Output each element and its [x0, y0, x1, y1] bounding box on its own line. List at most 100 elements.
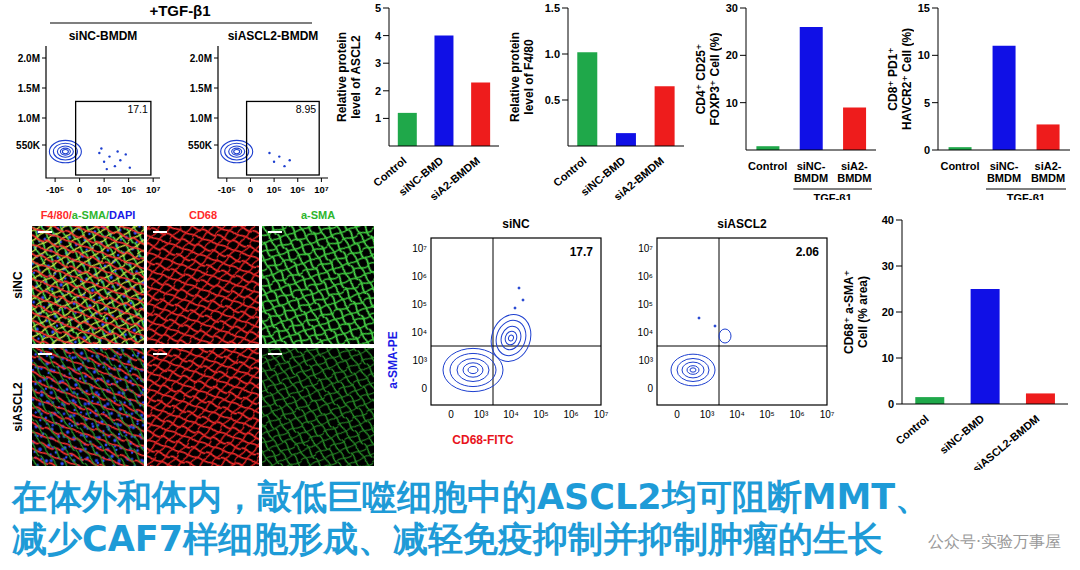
svg-text:CD68-FITC: CD68-FITC	[452, 433, 514, 447]
svg-text:Control: Control	[748, 160, 787, 172]
svg-text:CD68: CD68	[189, 209, 217, 221]
svg-text:10⁴: 10⁴	[503, 409, 518, 420]
svg-text:10⁴: 10⁴	[412, 327, 427, 338]
svg-text:10⁷: 10⁷	[820, 409, 835, 420]
svg-text:2.06: 2.06	[796, 245, 820, 259]
svg-text:siNC-BMD: siNC-BMD	[937, 412, 986, 456]
svg-text:10⁷: 10⁷	[412, 243, 427, 254]
svg-text:5: 5	[375, 2, 381, 14]
svg-text:10⁵: 10⁵	[759, 409, 774, 420]
svg-text:siASCL2: siASCL2	[717, 217, 767, 231]
svg-text:10: 10	[918, 49, 930, 61]
svg-text:a-SMA-PE: a-SMA-PE	[386, 331, 400, 388]
svg-text:10³: 10³	[474, 409, 489, 420]
svg-text:10⁶: 10⁶	[789, 409, 804, 420]
svg-text:10⁷: 10⁷	[314, 184, 329, 195]
svg-text:1.5: 1.5	[545, 2, 560, 14]
svg-text:0: 0	[448, 409, 454, 420]
svg-text:0: 0	[647, 383, 653, 394]
svg-text:BMDM: BMDM	[1031, 172, 1065, 184]
svg-text:Relative proteinlevel of ASCL2: Relative proteinlevel of ASCL2	[335, 32, 363, 122]
svg-text:a-SMA: a-SMA	[301, 209, 335, 221]
svg-text:2.0M: 2.0M	[18, 53, 40, 64]
svg-text:10⁵: 10⁵	[533, 409, 548, 420]
svg-text:1.0: 1.0	[545, 48, 560, 60]
svg-text:Control: Control	[893, 412, 931, 446]
svg-text:550K: 550K	[188, 140, 213, 151]
svg-text:10⁶: 10⁶	[412, 271, 427, 282]
svg-text:10⁶: 10⁶	[121, 184, 136, 195]
svg-text:10³: 10³	[639, 355, 654, 366]
svg-text:10⁶: 10⁶	[638, 271, 653, 282]
svg-text:Control: Control	[940, 160, 979, 172]
svg-text:5: 5	[924, 97, 930, 109]
svg-text:550K: 550K	[16, 140, 41, 151]
svg-text:10⁷: 10⁷	[638, 243, 653, 254]
svg-text:0: 0	[888, 398, 894, 410]
svg-text:10⁷: 10⁷	[594, 409, 609, 420]
svg-text:siNC-: siNC-	[797, 160, 826, 172]
svg-text:0.5: 0.5	[545, 94, 560, 106]
svg-text:1.5M: 1.5M	[190, 83, 212, 94]
svg-text:siNC: siNC	[11, 271, 25, 299]
svg-text:10⁴: 10⁴	[638, 327, 653, 338]
svg-text:10⁵: 10⁵	[267, 184, 282, 195]
svg-text:10³: 10³	[700, 409, 715, 420]
svg-text:10⁶: 10⁶	[563, 409, 578, 420]
svg-text:CD4⁺ CD25⁺FOXP3⁺ Cell (%): CD4⁺ CD25⁺FOXP3⁺ Cell (%)	[694, 32, 722, 125]
svg-text:BMDM: BMDM	[987, 172, 1021, 184]
svg-text:10⁷: 10⁷	[146, 184, 161, 195]
svg-text:4: 4	[375, 30, 382, 42]
svg-text:F4/80/a-SMA/DAPI: F4/80/a-SMA/DAPI	[41, 209, 136, 221]
svg-text:30: 30	[726, 2, 738, 14]
svg-text:0: 0	[674, 409, 680, 420]
svg-text:TGF-β1: TGF-β1	[1007, 192, 1046, 200]
svg-text:siA2-BMDM: siA2-BMDM	[427, 154, 482, 200]
svg-text:siNC-: siNC-	[990, 160, 1019, 172]
svg-text:10: 10	[882, 352, 894, 364]
svg-text:siASCL2: siASCL2	[11, 382, 25, 432]
svg-text:siA2-: siA2-	[841, 160, 868, 172]
svg-text:+TGF-β1: +TGF-β1	[149, 2, 210, 19]
svg-text:17.1: 17.1	[127, 103, 148, 115]
svg-text:CD8⁺ PD1⁺HAVCR2⁺ Cell (%): CD8⁺ PD1⁺HAVCR2⁺ Cell (%)	[886, 28, 914, 130]
svg-text:10⁵: 10⁵	[97, 184, 112, 195]
svg-text:siNC: siNC	[502, 217, 530, 231]
svg-text:20: 20	[882, 306, 894, 318]
svg-text:0: 0	[248, 184, 253, 195]
svg-text:20: 20	[726, 49, 738, 61]
svg-text:10⁵: 10⁵	[412, 299, 427, 310]
svg-text:Relative proteinlevel of F4/80: Relative proteinlevel of F4/80	[508, 32, 536, 122]
svg-text:2: 2	[375, 85, 381, 97]
svg-text:10³: 10³	[413, 355, 428, 366]
svg-text:10: 10	[726, 97, 738, 109]
svg-text:30: 30	[882, 260, 894, 272]
svg-text:CD68⁺ a-SMA⁺Cell (% area): CD68⁺ a-SMA⁺Cell (% area)	[842, 270, 870, 354]
svg-text:1.0M: 1.0M	[18, 113, 40, 124]
svg-text:-10⁵: -10⁵	[46, 184, 64, 195]
svg-text:40: 40	[882, 214, 894, 226]
svg-text:10⁶: 10⁶	[290, 184, 305, 195]
svg-text:0: 0	[77, 184, 82, 195]
svg-text:siASCL2-BMDM: siASCL2-BMDM	[228, 29, 319, 43]
svg-text:0: 0	[421, 383, 427, 394]
svg-text:BMDM: BMDM	[837, 172, 871, 184]
svg-text:15: 15	[918, 2, 930, 14]
svg-text:siASCL2-BMDM: siASCL2-BMDM	[970, 412, 1041, 470]
svg-text:10⁴: 10⁴	[729, 409, 744, 420]
svg-text:8.95: 8.95	[296, 103, 317, 115]
svg-text:Control: Control	[551, 154, 589, 188]
svg-text:0: 0	[924, 144, 930, 156]
svg-text:BMDM: BMDM	[794, 172, 828, 184]
svg-text:1.0M: 1.0M	[190, 113, 212, 124]
svg-text:1: 1	[375, 112, 381, 124]
svg-text:-10⁵: -10⁵	[218, 184, 236, 195]
svg-text:siA2-BMDM: siA2-BMDM	[611, 154, 666, 200]
svg-text:siA2-: siA2-	[1035, 160, 1062, 172]
svg-text:3: 3	[375, 57, 381, 69]
svg-text:10⁵: 10⁵	[638, 299, 653, 310]
svg-text:2.0M: 2.0M	[190, 53, 212, 64]
svg-text:TGF-β1: TGF-β1	[813, 192, 852, 200]
svg-text:1.5M: 1.5M	[18, 83, 40, 94]
svg-text:siNC-BMDM: siNC-BMDM	[69, 29, 138, 43]
